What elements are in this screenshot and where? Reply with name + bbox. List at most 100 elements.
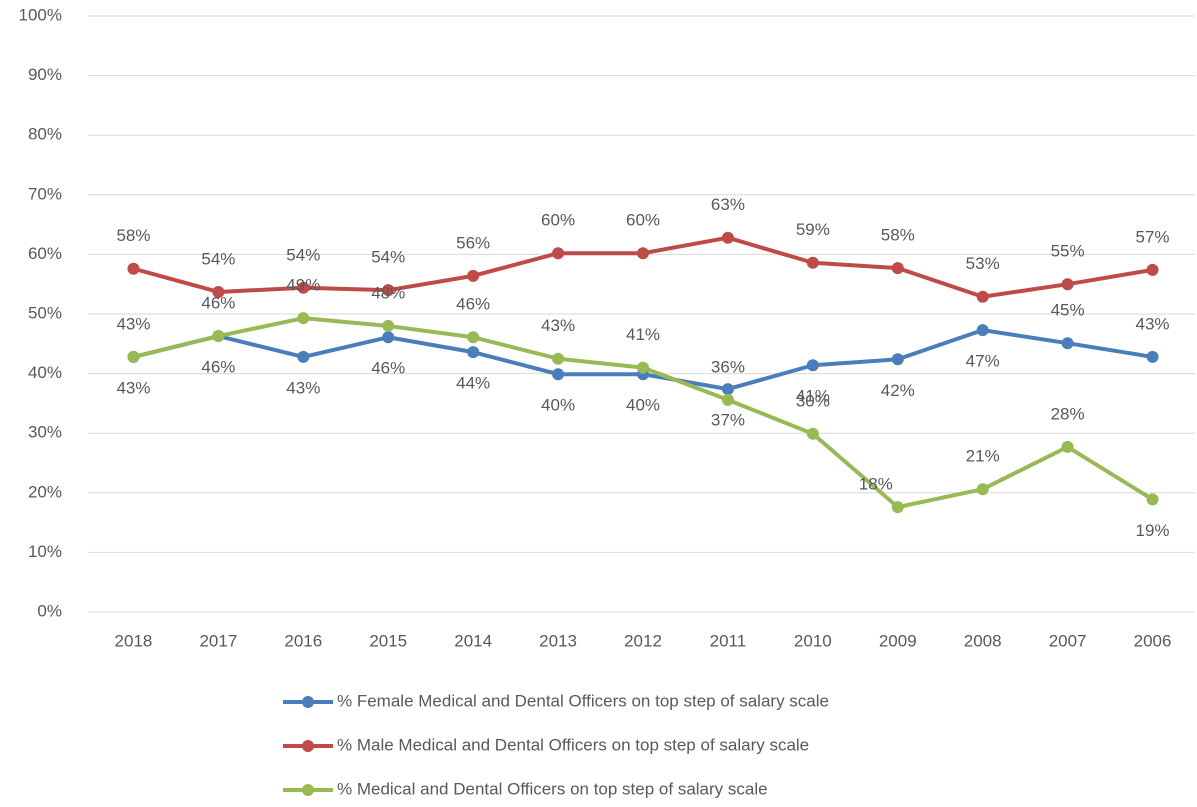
data-label: 43% [541, 316, 575, 335]
legend-label: % Female Medical and Dental Officers on … [337, 691, 829, 710]
data-point [467, 269, 480, 282]
data-label: 43% [116, 314, 150, 333]
data-point [891, 501, 904, 514]
data-label: 40% [626, 396, 660, 415]
data-point [467, 346, 480, 359]
data-label: 60% [541, 211, 575, 230]
y-tick-label: 70% [28, 184, 62, 203]
data-label: 58% [116, 226, 150, 245]
data-label: 55% [1051, 242, 1085, 261]
data-label: 43% [116, 378, 150, 397]
data-label: 40% [541, 396, 575, 415]
x-tick-label: 2012 [624, 631, 662, 650]
x-tick-label: 2010 [794, 631, 832, 650]
data-point [806, 427, 819, 440]
data-point [297, 350, 310, 363]
data-point [297, 312, 310, 325]
data-point [806, 256, 819, 269]
data-point [552, 352, 565, 365]
data-label: 48% [371, 283, 405, 302]
x-tick-label: 2017 [199, 631, 237, 650]
data-label: 47% [966, 352, 1000, 371]
data-point [467, 331, 480, 344]
x-tick-label: 2016 [284, 631, 322, 650]
data-label: 42% [881, 381, 915, 400]
data-label: 41% [626, 325, 660, 344]
data-point [1146, 263, 1159, 276]
data-point [891, 262, 904, 275]
data-label: 56% [456, 233, 490, 252]
data-label: 46% [201, 294, 235, 313]
data-label: 46% [456, 295, 490, 314]
y-tick-label: 10% [28, 542, 62, 561]
data-point [976, 483, 989, 496]
legend-label: % Male Medical and Dental Officers on to… [337, 735, 809, 754]
data-point [721, 383, 734, 396]
y-tick-label: 60% [28, 244, 62, 263]
data-label: 28% [1051, 404, 1085, 423]
y-tick-label: 50% [28, 303, 62, 322]
data-point [297, 281, 310, 294]
data-point [806, 359, 819, 372]
x-tick-label: 2008 [964, 631, 1002, 650]
data-point [1061, 440, 1074, 453]
y-tick-label: 30% [28, 423, 62, 442]
legend-marker [302, 696, 314, 708]
data-label: 43% [1136, 314, 1170, 333]
y-tick-label: 0% [37, 601, 62, 620]
data-label: 21% [966, 447, 1000, 466]
data-label: 36% [711, 357, 745, 376]
y-tick-label: 40% [28, 363, 62, 382]
x-tick-label: 2011 [710, 631, 747, 650]
data-label: 59% [796, 220, 830, 239]
x-tick-label: 2014 [454, 631, 492, 650]
x-tick-label: 2015 [369, 631, 407, 650]
x-tick-label: 2006 [1134, 631, 1172, 650]
data-label: 43% [286, 378, 320, 397]
y-tick-label: 20% [28, 482, 62, 501]
y-tick-label: 100% [19, 5, 62, 24]
data-label: 46% [201, 358, 235, 377]
data-point [552, 247, 565, 260]
data-label: 63% [711, 195, 745, 214]
data-point [1146, 493, 1159, 506]
legend-marker [302, 740, 314, 752]
data-point [127, 262, 140, 275]
data-label: 19% [1136, 521, 1170, 540]
data-point [891, 353, 904, 366]
data-label: 30% [796, 391, 830, 410]
data-label: 41% [796, 387, 830, 406]
x-tick-label: 2007 [1049, 631, 1087, 650]
x-tick-label: 2009 [879, 631, 917, 650]
data-point [127, 350, 140, 363]
data-label: 46% [371, 359, 405, 378]
data-label: 18% [859, 475, 893, 494]
data-point [721, 231, 734, 244]
data-label: 58% [881, 226, 915, 245]
data-label: 60% [626, 211, 660, 230]
legend-marker [302, 784, 314, 796]
x-tick-label: 2018 [115, 631, 153, 650]
data-point [382, 331, 395, 344]
data-label: 49% [286, 276, 320, 295]
legend-label: % Medical and Dental Officers on top ste… [337, 779, 768, 798]
data-point [1146, 350, 1159, 363]
data-label: 57% [1136, 227, 1170, 246]
data-label: 54% [201, 249, 235, 268]
y-tick-label: 90% [28, 65, 62, 84]
data-point [382, 284, 395, 297]
x-tick-label: 2013 [539, 631, 577, 650]
data-label: 37% [711, 411, 745, 430]
data-point [382, 319, 395, 332]
data-point [1061, 337, 1074, 350]
data-label: 44% [456, 374, 490, 393]
data-point [721, 393, 734, 406]
data-point [976, 324, 989, 337]
data-point [1061, 278, 1074, 291]
data-label: 54% [286, 245, 320, 264]
data-label: 45% [1051, 301, 1085, 320]
data-point [637, 247, 649, 260]
data-point [637, 361, 649, 374]
data-point [212, 285, 225, 298]
